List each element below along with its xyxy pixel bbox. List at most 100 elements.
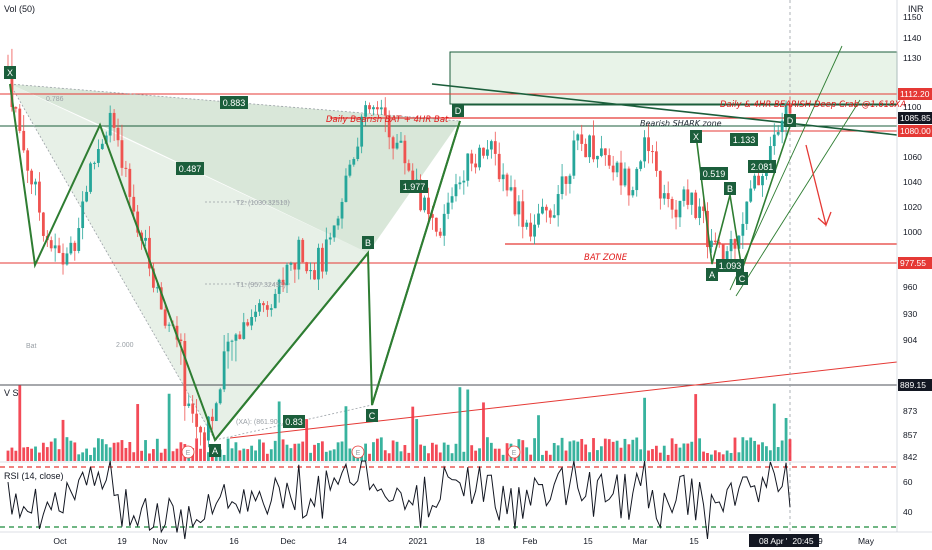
candle-70 (281, 267, 285, 293)
candle-122 (486, 140, 489, 160)
candle-80 (320, 243, 324, 279)
volume-bar-198 (784, 417, 788, 461)
candle-120 (478, 144, 481, 171)
candle-119 (474, 153, 478, 174)
svg-text:D: D (455, 106, 462, 116)
crab-title-annotation: Daily & 4HR BEARISH Deep Crab @1.618XA (720, 100, 906, 110)
candle-118 (470, 149, 474, 172)
volume-bar-65 (262, 442, 265, 461)
svg-text:C: C (369, 411, 376, 421)
svg-text:1112.20: 1112.20 (900, 89, 930, 99)
candle-36 (148, 226, 151, 277)
svg-text:X: X (693, 132, 699, 142)
candle-87 (348, 159, 352, 178)
candle-159 (631, 186, 635, 198)
earnings-marker-3[interactable]: E (507, 445, 521, 459)
point-a-crab[interactable]: A (706, 268, 718, 281)
point-b-bat[interactable]: B (362, 236, 374, 249)
candle-35 (144, 229, 147, 247)
candle-75 (301, 237, 305, 263)
candle-161 (639, 159, 643, 172)
price-badge-2: 1080.00 (898, 125, 932, 137)
candle-98 (391, 135, 395, 160)
volume-bar-38 (155, 438, 159, 461)
candle-91 (364, 100, 367, 126)
volume-bar-27 (112, 442, 116, 461)
candle-153 (607, 148, 611, 169)
earnings-marker-1[interactable]: E (181, 445, 195, 459)
pane-small-label: V S (4, 388, 19, 398)
candle-37 (151, 262, 155, 293)
candle-95 (379, 99, 383, 115)
volume-bar-34 (140, 450, 144, 461)
candle-142 (564, 176, 568, 196)
candle-74 (297, 236, 301, 280)
volume-bar-90 (360, 453, 364, 461)
time-tick-4: Dec (280, 536, 296, 546)
volume-bar-188 (745, 440, 749, 461)
earnings-marker-2[interactable]: E (351, 445, 365, 459)
volume-bar-185 (733, 437, 737, 461)
volume-bar-142 (564, 450, 568, 461)
volume-bar-42 (171, 451, 175, 461)
volume-bar-131 (521, 440, 525, 461)
volume-bar-195 (772, 403, 776, 461)
point-x-bat[interactable]: X (4, 66, 16, 79)
volume-bar-2 (14, 450, 18, 461)
volume-bar-175 (694, 394, 698, 461)
volume-bar-99 (395, 441, 399, 461)
candle-65 (262, 301, 265, 313)
time-tick-5: 14 (337, 536, 347, 546)
point-c-bat[interactable]: C (366, 409, 378, 422)
volume-bar-104 (415, 419, 419, 461)
point-d-crab[interactable]: D (784, 114, 796, 127)
t2-annotation: T2: (1030.32510) (236, 200, 290, 207)
volume-bar-24 (100, 439, 104, 461)
trendline-rising (229, 361, 898, 439)
candle-20 (85, 185, 88, 203)
candle-58 (234, 333, 238, 362)
price-tick-5: 1060 (903, 152, 922, 162)
candle-93 (372, 105, 375, 116)
candle-54 (218, 387, 222, 405)
point-d-bat[interactable]: D (452, 104, 464, 117)
volume-bar-189 (749, 437, 753, 461)
volume-bar-60 (242, 448, 246, 461)
candle-145 (576, 133, 580, 151)
candle-99 (395, 133, 399, 150)
volume-bar-35 (144, 440, 147, 461)
candle-113 (450, 187, 454, 210)
bat-leg-ab (214, 252, 369, 441)
candle-174 (690, 192, 694, 215)
volume-bar-71 (285, 444, 289, 461)
volume-bar-76 (305, 419, 309, 461)
point-a-bat[interactable]: A (209, 444, 221, 457)
point-c-crab[interactable]: C (736, 272, 748, 285)
candle-27 (112, 109, 116, 141)
candle-143 (568, 173, 572, 194)
volume-bar-118 (470, 445, 474, 461)
candle-56 (226, 333, 230, 369)
point-x-crab[interactable]: X (690, 130, 702, 143)
time-tick-7: 18 (475, 536, 485, 546)
candle-79 (317, 243, 320, 290)
candle-167 (662, 184, 666, 205)
svg-text:1080.00: 1080.00 (900, 126, 931, 136)
price-tick-13: 857 (903, 430, 917, 440)
candle-30 (124, 160, 128, 178)
candle-117 (466, 153, 470, 187)
volume-bar-78 (313, 444, 316, 461)
candle-81 (324, 227, 328, 275)
volume-bar-113 (450, 453, 454, 461)
ratio-label-2081: 2.081 (748, 160, 776, 173)
candle-83 (332, 225, 336, 242)
volume-bar-137 (544, 450, 548, 461)
time-axis[interactable]: Oct 19 Nov 16 Dec 14 2021 18 Feb 15 Mar 15 08 Apr '2… (53, 534, 875, 547)
candle-6 (30, 168, 33, 195)
point-b-crab[interactable]: B (724, 182, 736, 195)
volume-bar-135 (537, 415, 540, 461)
svg-text:B: B (365, 238, 371, 248)
candle-48 (195, 399, 199, 439)
ratio-label-1977: 1.977 (400, 180, 428, 193)
